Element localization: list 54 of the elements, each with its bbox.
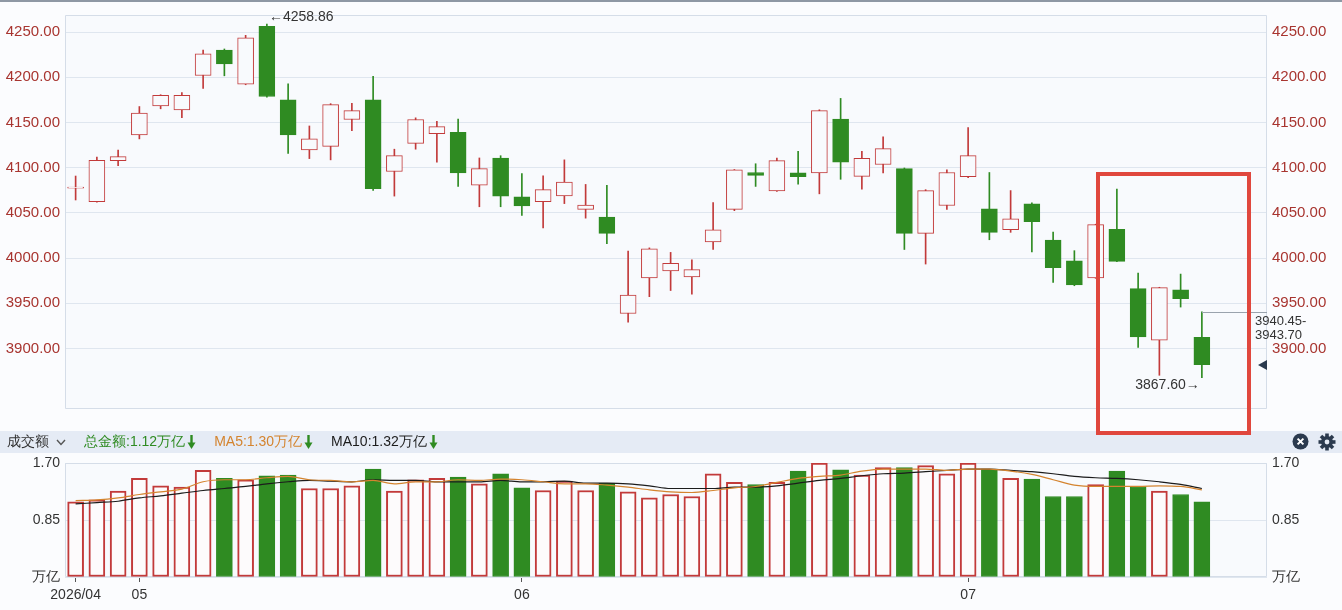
chart-title: 成交额 [7, 433, 49, 451]
bar [747, 484, 764, 577]
y-tick-label: 1.70 [32, 453, 61, 470]
candlestick [683, 259, 701, 295]
bar [832, 469, 849, 577]
y2-tick-label: 4050.00 [1272, 203, 1327, 221]
text: MA5:1.30万亿 [214, 433, 303, 451]
bar [1172, 494, 1189, 577]
y-tick-label: 4200.00 [5, 67, 60, 85]
y-tick-label: 4250.00 [5, 22, 60, 40]
bar [216, 478, 233, 577]
candlestick [428, 121, 446, 163]
bar [1023, 478, 1041, 577]
y-tick-label: 4050.00 [5, 203, 60, 221]
y-tick-label: 万亿 [32, 567, 60, 584]
bar [789, 470, 807, 577]
bar [1129, 486, 1147, 577]
bar [1193, 501, 1211, 577]
bar [1044, 496, 1062, 577]
x-tick-label: 2026/04 [50, 586, 102, 603]
annotation: ←4258.86 [268, 8, 334, 25]
y-tick-label: 4100.00 [5, 157, 60, 175]
bar [279, 474, 297, 577]
bar [449, 476, 467, 577]
y-tick-label: 0.85 [32, 510, 61, 527]
bar [896, 467, 913, 577]
bar [981, 468, 998, 577]
bar [258, 475, 276, 577]
bar [1066, 496, 1083, 577]
bar [513, 487, 531, 577]
y-tick-label: 3950.00 [5, 293, 60, 311]
candlestick [513, 173, 531, 216]
x-tick-label: 06 [514, 586, 530, 603]
bar [598, 482, 616, 577]
y2-tick-label: 4200.00 [1272, 67, 1327, 85]
y2-tick-label: 4100.00 [1272, 157, 1327, 175]
bar [364, 468, 382, 577]
y-tick-label: 4000.00 [5, 248, 60, 266]
y2-tick-label: 3950.00 [1272, 293, 1327, 311]
y2-tick-label: 万亿 [1272, 567, 1300, 584]
x-tick-label: 05 [131, 586, 148, 603]
y2-tick-label: 4000.00 [1272, 248, 1327, 266]
y-tick-label: 4150.00 [5, 112, 60, 130]
text: 总金额:1.12万亿 [84, 433, 186, 451]
y-tick-label: 3900.00 [5, 338, 60, 356]
y2-tick-label: 1.70 [1272, 453, 1300, 470]
text: MA10:1.32万亿 [331, 433, 427, 451]
y2-tick-label: 4250.00 [1272, 22, 1327, 40]
bar [492, 473, 509, 577]
y2-tick-label: 0.85 [1272, 510, 1300, 527]
y2-tick-label: 4150.00 [1272, 112, 1327, 130]
bar [1108, 470, 1126, 577]
annotation: 3867.60→ [1135, 375, 1200, 392]
x-tick-label: 07 [960, 586, 977, 603]
